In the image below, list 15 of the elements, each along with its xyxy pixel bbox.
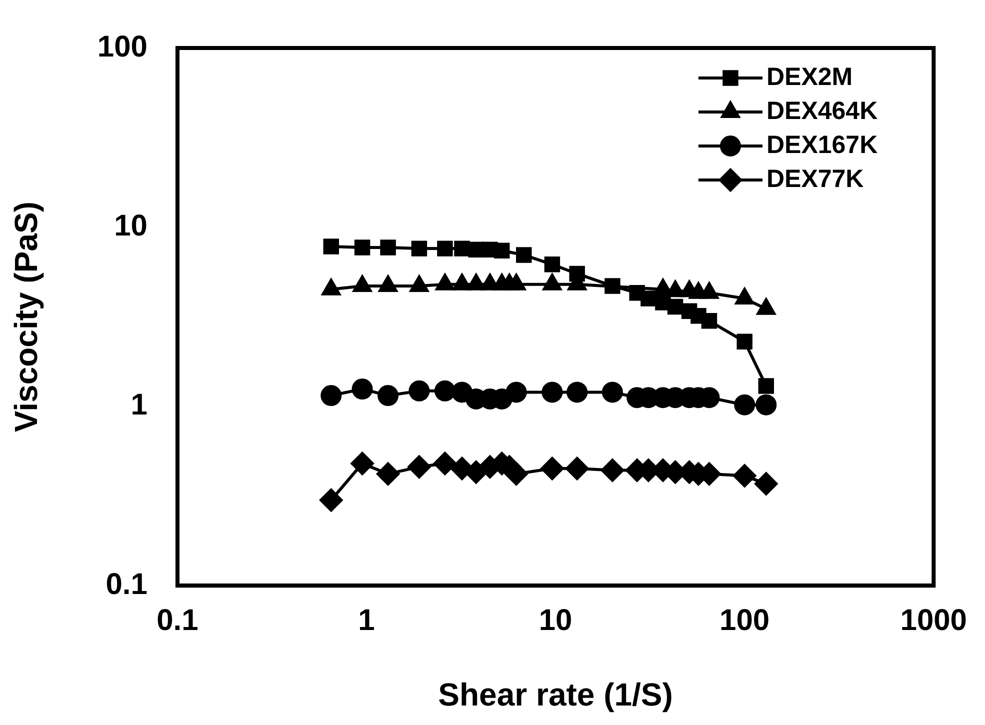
x-tick-label: 100 (720, 604, 770, 637)
y-tick-label: 1 (130, 388, 148, 422)
x-tick-label: 0.1 (156, 604, 198, 637)
x-tick-label: 1 (358, 604, 375, 637)
y-axis-title: Viscocity (PaS) (8, 201, 44, 432)
legend-label: DEX464K (766, 96, 878, 125)
x-tick-label: 1000 (900, 604, 968, 637)
x-tick-label: 10 (538, 604, 572, 637)
y-tick-label: 10 (114, 209, 148, 242)
y-tick-label: 100 (97, 30, 148, 64)
y-tick-label: 0.1 (106, 568, 148, 601)
x-axis-title: Shear rate (1/S) (438, 676, 673, 713)
legend-label: DEX77K (766, 164, 864, 193)
legend-label: DEX2M (766, 62, 853, 91)
legend-label: DEX167K (766, 130, 878, 159)
